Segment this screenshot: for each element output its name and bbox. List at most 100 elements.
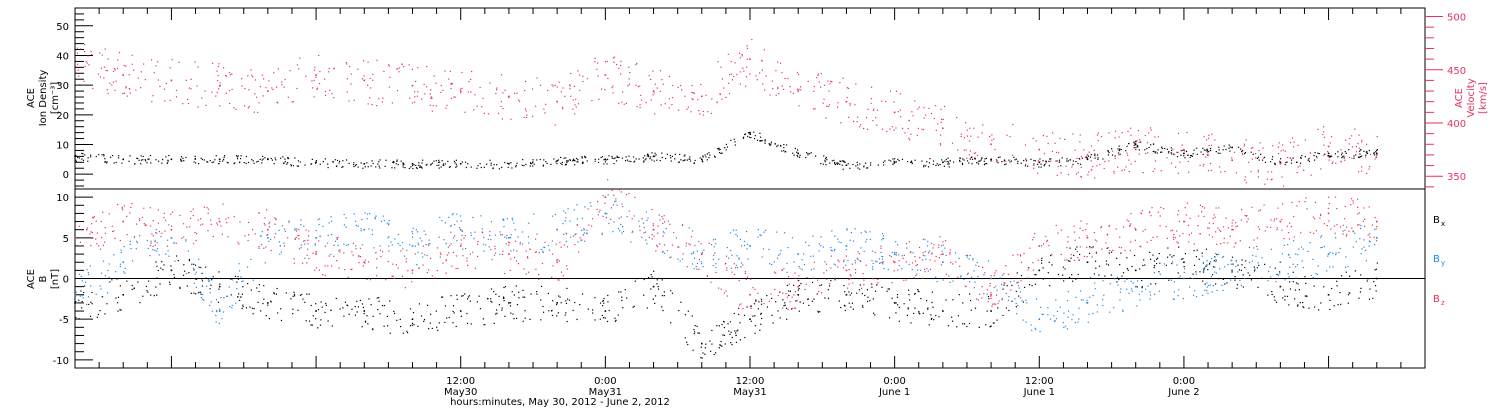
bx-dot	[304, 301, 306, 304]
bx-dot	[529, 318, 531, 321]
velocity-dot	[128, 87, 130, 90]
density-dot	[1359, 150, 1361, 152]
bz-dot	[460, 239, 462, 241]
bx-dot	[622, 307, 624, 309]
by-dot	[621, 232, 623, 234]
bx-dot	[723, 326, 725, 329]
bz-dot	[1281, 229, 1283, 231]
bx-dot	[594, 319, 596, 321]
by-dot	[1257, 248, 1259, 250]
density-dot	[840, 160, 842, 163]
bz-dot	[560, 271, 563, 273]
by-dot	[327, 234, 329, 237]
bz-dot	[202, 223, 204, 225]
velocity-point	[459, 90, 462, 92]
density-dot	[1284, 164, 1286, 166]
velocity-dot	[554, 124, 556, 126]
by-dot	[1078, 307, 1080, 309]
velocity-dot	[248, 89, 250, 91]
bz-dot	[602, 215, 604, 217]
bx-dot	[565, 312, 567, 314]
bx-dot	[1152, 254, 1154, 256]
bx-dot	[1340, 303, 1342, 305]
bx-dot	[727, 323, 729, 325]
velocity-dot	[1093, 149, 1095, 152]
velocity-dot	[450, 82, 452, 85]
bx-dot	[1136, 286, 1138, 288]
velocity-dot	[159, 85, 161, 88]
density-dot	[400, 160, 402, 162]
velocity-dot	[814, 108, 816, 110]
bx-dot	[396, 319, 398, 321]
density-dot	[666, 153, 668, 155]
bx-dot	[262, 302, 264, 305]
bz-dot	[731, 271, 733, 273]
by-dot	[210, 301, 212, 303]
density-dot	[1180, 154, 1182, 156]
by-point	[508, 237, 510, 239]
bx-dot	[1284, 299, 1286, 301]
by-dot	[601, 233, 603, 236]
density-dot	[479, 162, 481, 165]
density-dot	[1025, 158, 1027, 160]
bx-dot	[872, 312, 875, 314]
density-dot	[653, 160, 655, 162]
bz-dot	[1150, 215, 1152, 217]
by-dot	[412, 227, 414, 229]
svg-text:B: B	[1433, 294, 1440, 305]
velocity-dot	[471, 70, 473, 73]
density-dot	[1228, 144, 1230, 146]
by-dot	[576, 218, 579, 220]
bz-dot	[726, 255, 728, 257]
bz-dot	[1057, 232, 1059, 234]
bz-point	[1086, 237, 1089, 239]
by-dot	[1054, 320, 1056, 322]
by-dot	[345, 226, 347, 228]
density-dot	[1313, 154, 1315, 157]
bx-dot	[687, 343, 689, 346]
bx-dot	[1340, 275, 1343, 277]
velocity-dot	[1322, 133, 1324, 136]
velocity-dot	[531, 88, 534, 90]
velocity-dot	[623, 103, 625, 105]
bx-point	[1279, 285, 1282, 288]
velocity-dot	[314, 66, 316, 68]
density-dot	[454, 162, 456, 164]
bx-dot	[411, 322, 414, 324]
by-dot	[1176, 264, 1178, 266]
density-dot	[435, 160, 437, 162]
density-dot	[764, 142, 766, 144]
velocity-dot	[261, 74, 263, 76]
bx-dot	[737, 329, 739, 331]
bz-dot	[1314, 201, 1317, 203]
by-dot	[209, 291, 211, 294]
bz-dot	[843, 259, 845, 261]
by-dot	[661, 251, 664, 253]
bx-dot	[1119, 264, 1121, 266]
bz-dot	[1070, 254, 1072, 256]
top-left-ylabel-1: ACE	[26, 88, 37, 108]
by-dot	[79, 273, 81, 275]
bz-dot	[469, 253, 471, 255]
density-dot	[1040, 166, 1042, 168]
bx-dot	[1049, 285, 1051, 287]
velocity-dot	[129, 92, 131, 94]
bx-dot	[951, 316, 953, 318]
by-dot	[698, 240, 700, 243]
bz-dot	[846, 287, 849, 289]
velocity-dot	[600, 88, 603, 90]
velocity-dot	[1242, 154, 1244, 156]
bx-dot	[344, 301, 347, 303]
bz-dot	[1266, 226, 1268, 228]
by-dot	[942, 244, 944, 246]
by-dot	[661, 215, 663, 218]
bz-dot	[1291, 201, 1293, 204]
bottom-left-ylabel-2: B	[38, 275, 49, 282]
density-dot	[793, 154, 795, 156]
by-dot	[304, 243, 306, 245]
velocity-dot	[671, 97, 674, 99]
bx-dot	[709, 350, 712, 352]
by-dot	[787, 246, 789, 249]
bz-dot	[535, 251, 537, 253]
by-dot	[483, 250, 485, 252]
